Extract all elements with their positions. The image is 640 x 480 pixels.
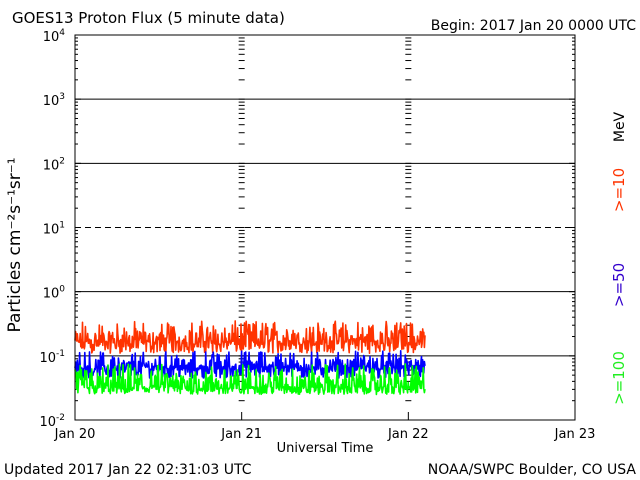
- y-tick-exp: -1: [56, 349, 65, 359]
- source-label: NOAA/SWPC Boulder, CO USA: [428, 462, 637, 478]
- chart-title: GOES13 Proton Flux (5 minute data): [12, 9, 285, 27]
- y-tick-label: 103: [43, 92, 65, 109]
- legend-unit: MeV: [612, 111, 628, 142]
- y-tick-base: 10: [43, 94, 60, 109]
- legend-entry-3: >=100: [610, 351, 628, 405]
- y-axis-label: Particles cm⁻²s⁻¹sr⁻¹: [5, 157, 25, 332]
- y-tick-label: 104: [43, 28, 66, 45]
- y-tick-base: 10: [39, 351, 56, 366]
- updated-label: Updated 2017 Jan 22 02:31:03 UTC: [4, 462, 252, 478]
- y-tick-label: 101: [43, 221, 65, 238]
- y-tick-base: 10: [43, 223, 60, 238]
- series-line-3: [74, 363, 426, 396]
- x-tick-label: Jan 23: [554, 427, 596, 442]
- x-tick-label: Jan 22: [387, 427, 429, 442]
- y-tick-label: 100: [43, 285, 66, 302]
- y-tick-exp: 0: [59, 285, 65, 295]
- y-tick-exp: 3: [59, 92, 65, 102]
- y-tick-base: 10: [39, 415, 56, 430]
- series-line-1: [74, 320, 426, 355]
- legend-entry-2: >=50: [610, 263, 628, 307]
- y-tick-base: 10: [43, 30, 60, 45]
- series-layer: [74, 320, 426, 396]
- y-tick-label: 102: [43, 156, 65, 173]
- y-tick-exp: 2: [59, 156, 65, 166]
- begin-label: Begin: 2017 Jan 20 0000 UTC: [431, 18, 636, 34]
- x-tick-label: Jan 21: [220, 427, 262, 442]
- y-tick-exp: -2: [56, 413, 65, 423]
- y-tick-label: 10-1: [39, 349, 65, 366]
- plot-frame: [74, 34, 576, 421]
- x-axis-label: Universal Time: [277, 441, 374, 456]
- y-tick-base: 10: [43, 287, 60, 302]
- legend-entry-1: >=10: [610, 168, 628, 212]
- x-tick-label: Jan 20: [54, 427, 96, 442]
- y-tick-base: 10: [43, 158, 60, 173]
- y-tick-exp: 1: [59, 221, 65, 231]
- legend: MeV >=10 >=50 >=100: [610, 111, 628, 404]
- series-line-2: [74, 349, 426, 379]
- x-tick-labels: Jan 20 Jan 21 Jan 22 Jan 23: [54, 427, 596, 442]
- y-tick-label: 10-2: [39, 413, 65, 430]
- y-tick-exp: 4: [59, 28, 65, 38]
